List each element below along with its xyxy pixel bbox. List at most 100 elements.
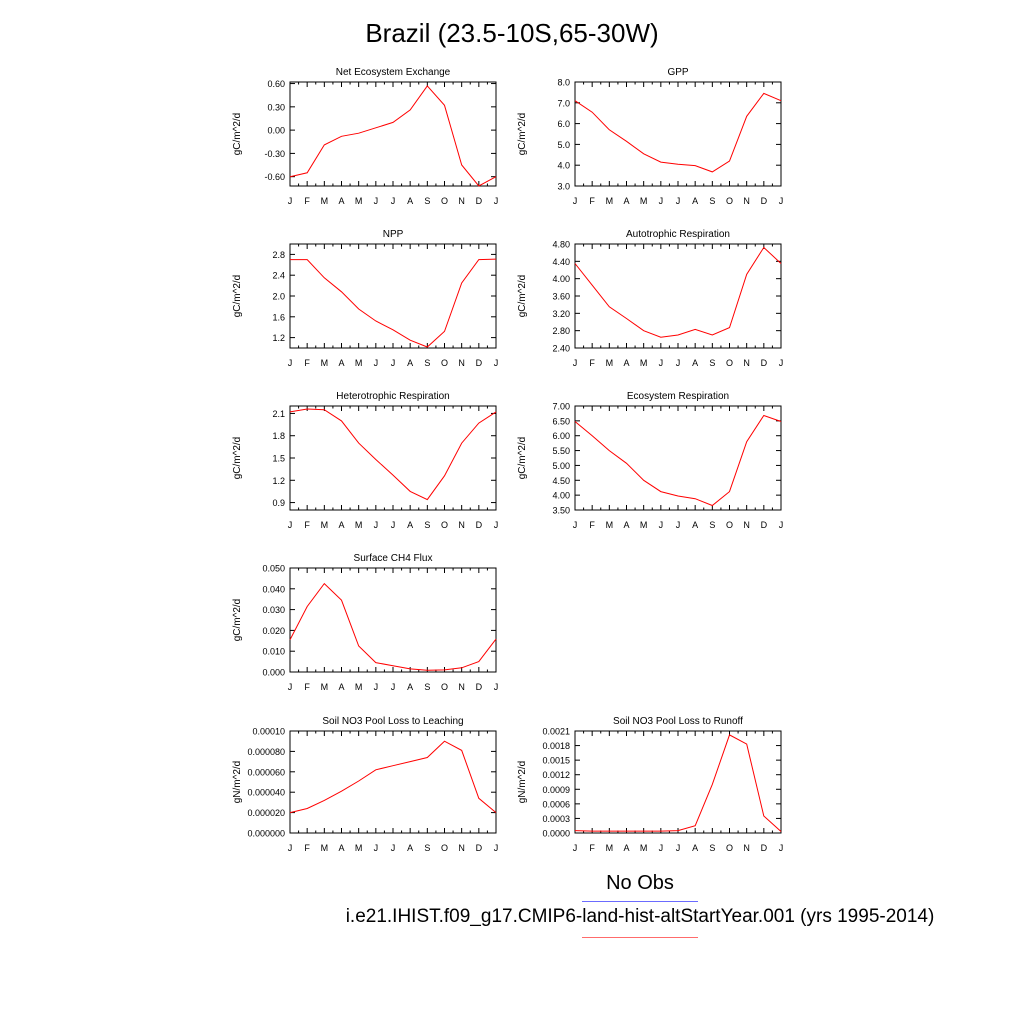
x-tick-label: J [573, 520, 578, 530]
y-tick-label: 0.040 [262, 584, 285, 594]
y-axis-label: gC/m^2/d [232, 599, 243, 642]
x-tick-label: M [606, 196, 614, 206]
y-tick-label: -0.60 [264, 172, 285, 182]
y-tick-label: 0.0015 [542, 756, 570, 766]
x-tick-label: D [476, 358, 483, 368]
x-tick-label: M [355, 843, 363, 853]
y-tick-label: 4.00 [552, 491, 570, 501]
series-line [574, 246, 782, 338]
x-tick-label: J [573, 358, 578, 368]
x-tick-label: J [779, 196, 784, 206]
y-tick-label: 0.00010 [252, 727, 285, 737]
x-tick-label: J [676, 358, 681, 368]
x-tick-label: A [623, 520, 629, 530]
y-tick-label: 6.0 [557, 119, 570, 129]
x-tick-label: J [391, 682, 396, 692]
y-tick-label: 0.000 [262, 668, 285, 678]
y-tick-label: 0.60 [267, 79, 285, 89]
y-tick-label: 0.000040 [247, 788, 285, 798]
y-tick-label: 1.6 [272, 312, 285, 322]
x-tick-label: S [424, 843, 430, 853]
x-tick-label: J [494, 520, 499, 530]
y-tick-label: 0.0003 [542, 814, 570, 824]
panel-frame [289, 243, 497, 349]
x-tick-label: N [743, 843, 750, 853]
x-tick-label: O [441, 843, 448, 853]
y-tick-label: 7.00 [552, 402, 570, 412]
x-tick-label: J [779, 843, 784, 853]
y-tick-label: 2.4 [272, 271, 285, 281]
x-tick-label: J [391, 358, 396, 368]
x-tick-label: F [589, 520, 595, 530]
x-tick-label: M [606, 843, 614, 853]
y-tick-label: 0.050 [262, 564, 285, 574]
y-tick-label: 6.00 [552, 431, 570, 441]
y-tick-label: 2.8 [272, 250, 285, 260]
x-tick-label: J [391, 843, 396, 853]
x-tick-label: N [743, 520, 750, 530]
y-tick-label: 1.2 [272, 476, 285, 486]
x-tick-label: A [623, 196, 629, 206]
panel-title: Heterotrophic Respiration [336, 391, 449, 402]
panel-frame [574, 81, 782, 187]
x-tick-label: M [321, 843, 329, 853]
y-tick-label: 0.00 [267, 126, 285, 136]
series-line [289, 582, 497, 671]
y-tick-label: 0.0006 [542, 799, 570, 809]
x-tick-label: A [338, 843, 344, 853]
x-tick-label: O [441, 358, 448, 368]
x-tick-label: A [623, 843, 629, 853]
y-tick-label: 4.00 [552, 274, 570, 284]
y-tick-label: 0.0018 [542, 741, 570, 751]
x-tick-label: D [476, 682, 483, 692]
series-line [289, 85, 497, 187]
x-tick-label: O [726, 358, 733, 368]
x-tick-label: J [494, 196, 499, 206]
x-tick-label: J [391, 196, 396, 206]
x-tick-label: F [304, 682, 310, 692]
y-tick-label: 8.0 [557, 78, 570, 88]
x-tick-label: O [726, 520, 733, 530]
x-tick-label: J [659, 196, 664, 206]
x-tick-label: M [640, 843, 648, 853]
x-tick-label: A [338, 196, 344, 206]
x-tick-label: J [659, 358, 664, 368]
x-tick-label: F [304, 358, 310, 368]
x-tick-label: J [374, 843, 379, 853]
x-tick-label: J [288, 358, 293, 368]
page-title: Brazil (23.5-10S,65-30W) [365, 18, 659, 48]
x-tick-label: D [476, 196, 483, 206]
y-axis-label: gN/m^2/d [517, 761, 528, 804]
y-tick-label: 3.0 [557, 182, 570, 192]
y-tick-label: 0.0021 [542, 727, 570, 737]
x-tick-label: J [288, 520, 293, 530]
x-tick-label: D [761, 843, 768, 853]
series-line [289, 740, 497, 814]
x-tick-label: A [692, 196, 698, 206]
x-tick-label: J [374, 682, 379, 692]
x-tick-label: S [709, 196, 715, 206]
x-tick-label: F [589, 843, 595, 853]
x-tick-label: A [692, 520, 698, 530]
x-tick-label: J [676, 520, 681, 530]
x-tick-label: J [659, 520, 664, 530]
x-tick-label: F [304, 520, 310, 530]
x-tick-label: N [743, 358, 750, 368]
panel-title: Ecosystem Respiration [627, 391, 729, 402]
x-tick-label: J [374, 358, 379, 368]
x-tick-label: A [338, 682, 344, 692]
x-tick-label: M [355, 520, 363, 530]
x-tick-label: J [573, 843, 578, 853]
x-tick-label: A [338, 358, 344, 368]
x-tick-label: O [726, 196, 733, 206]
y-tick-label: 6.50 [552, 416, 570, 426]
y-tick-label: 1.5 [272, 454, 285, 464]
panel-title: NPP [383, 229, 404, 240]
